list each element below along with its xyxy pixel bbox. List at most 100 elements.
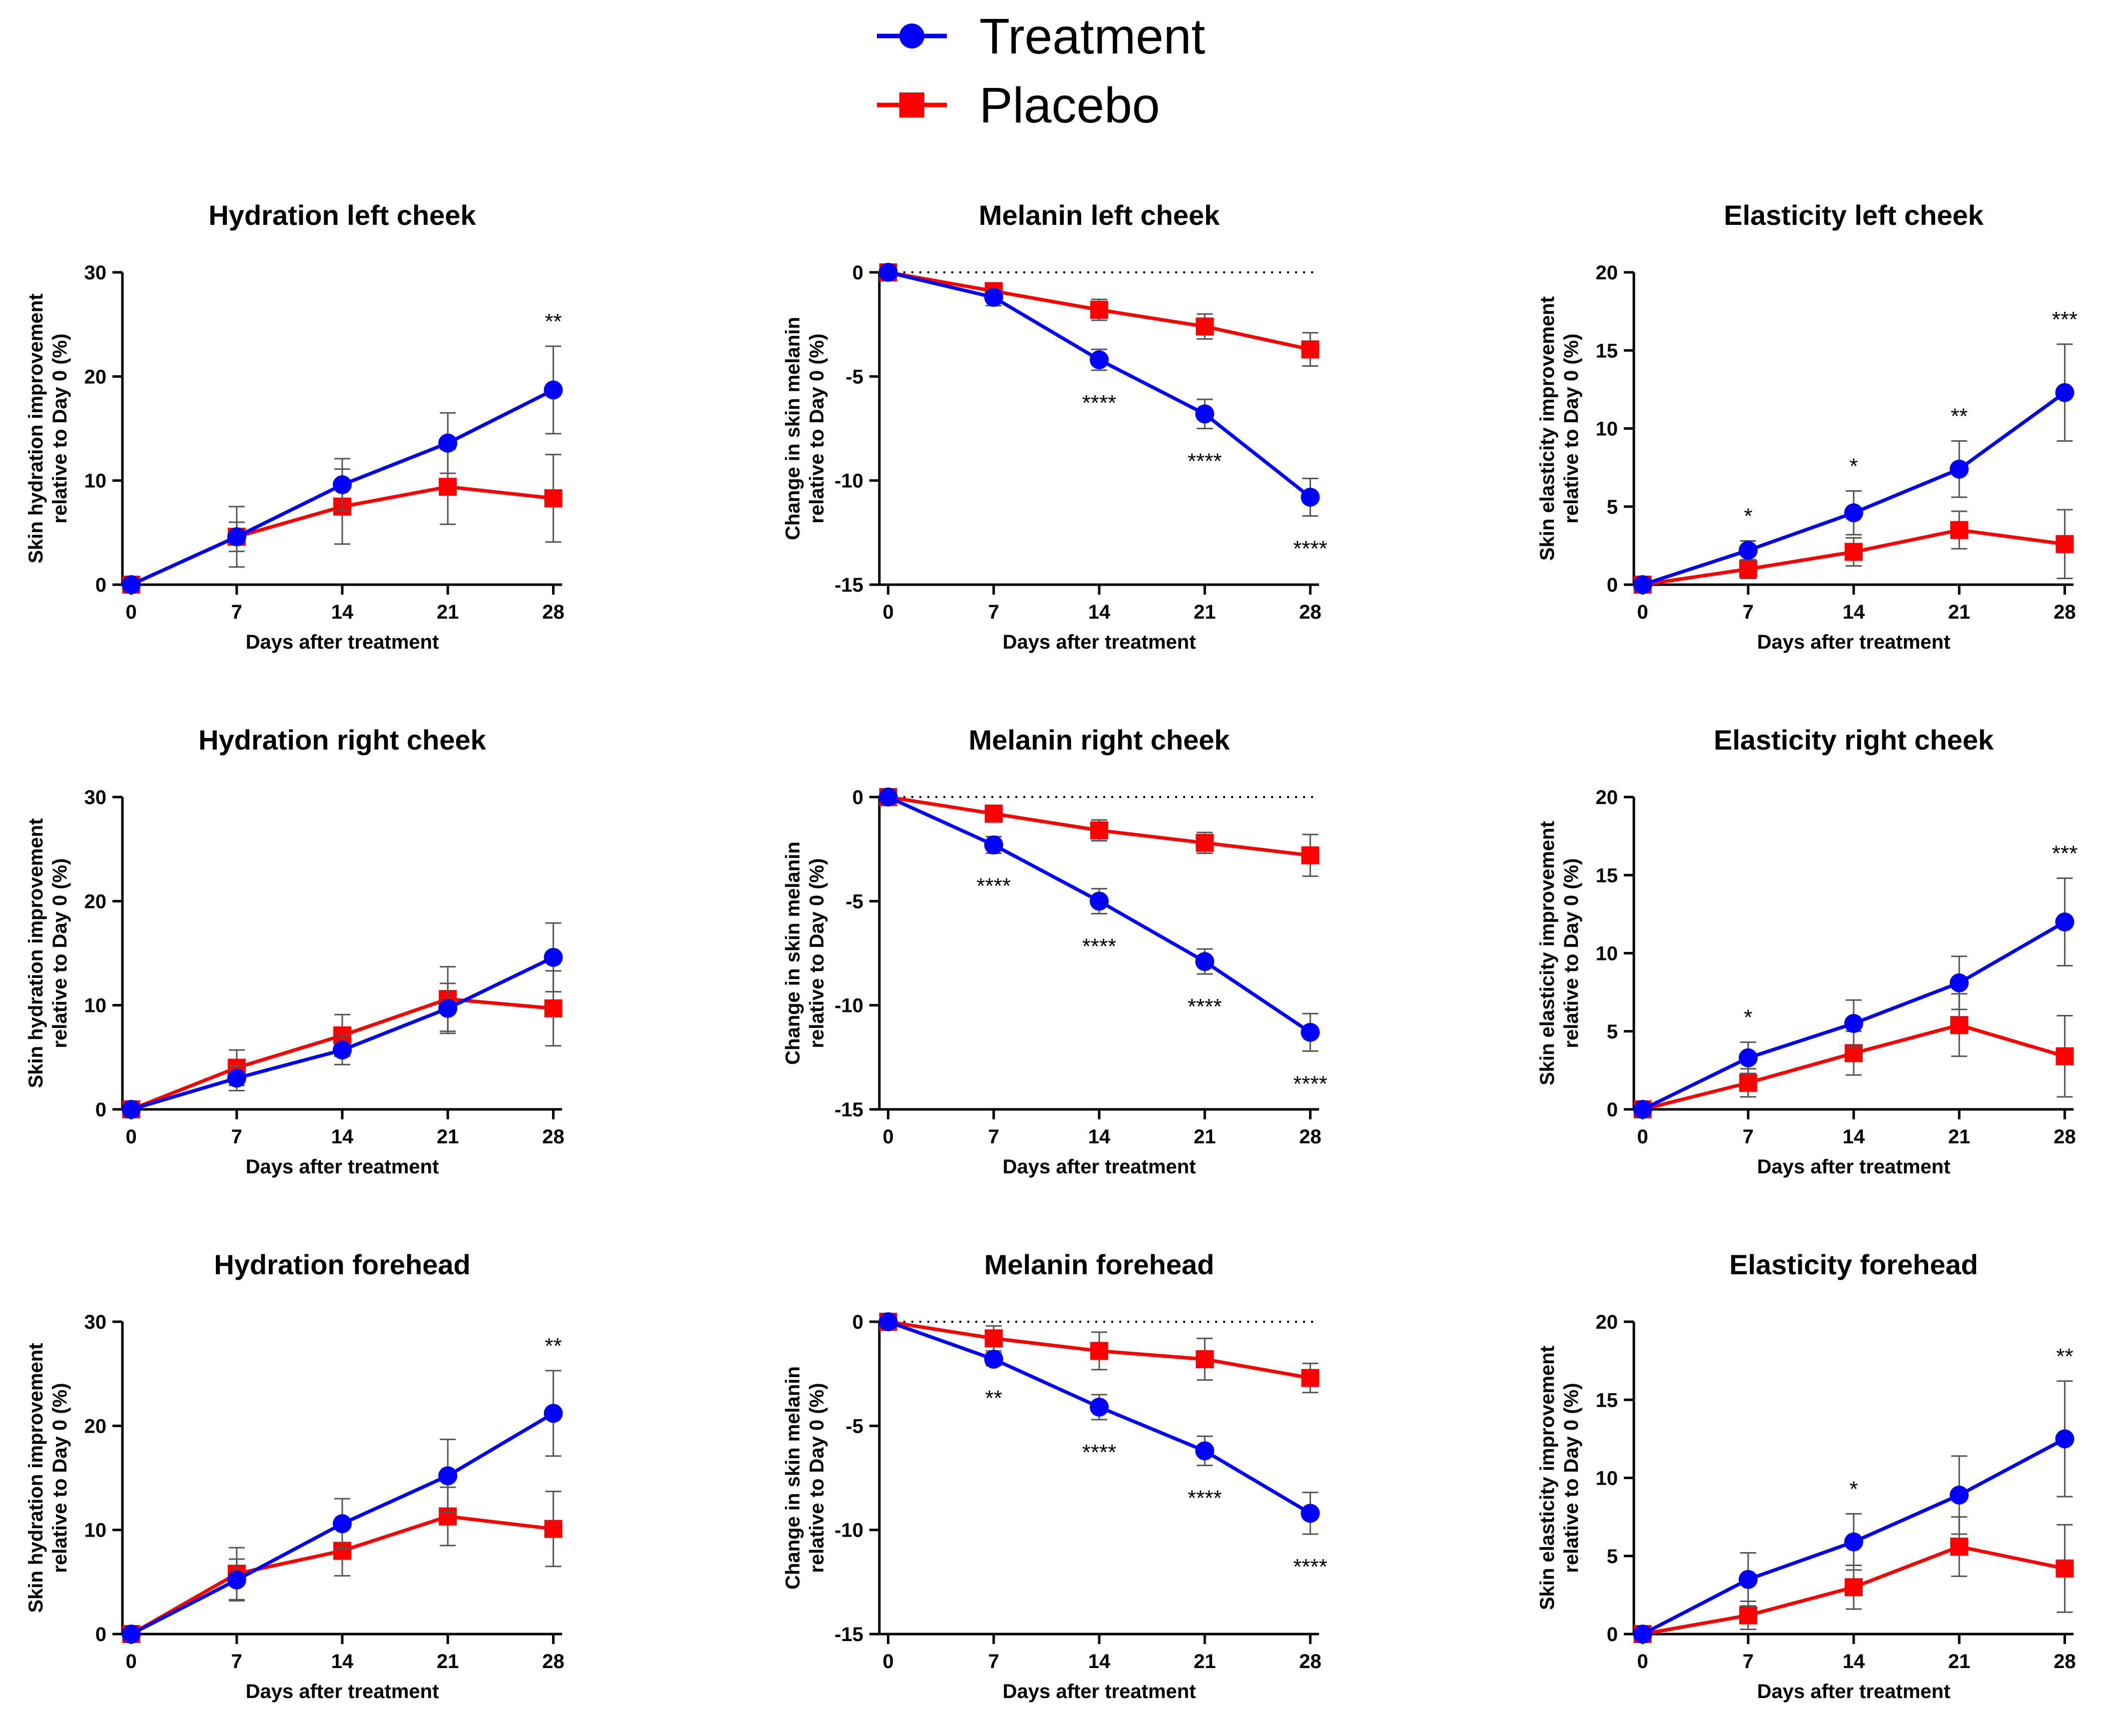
data-point-treatment <box>227 1570 246 1590</box>
y-tick-label: -15 <box>834 574 863 596</box>
y-axis-label: Change in skin melanin relative to Day 0 … <box>782 842 828 1065</box>
x-axis-label: Days after treatment <box>1003 1156 1196 1178</box>
data-point-treatment <box>1950 973 1969 992</box>
x-tick-label: 14 <box>1843 601 1865 623</box>
y-tick-label: -5 <box>845 366 863 388</box>
y-tick-label: 20 <box>84 890 107 912</box>
chart-title: Hydration left cheek <box>208 199 476 231</box>
series-treatment <box>121 1370 563 1644</box>
x-tick-label: 7 <box>988 601 999 623</box>
x-tick-label: 28 <box>1299 601 1322 623</box>
data-point-treatment <box>2055 1429 2075 1449</box>
panel-hydration-right-cheek: Hydration right cheek 0 10 20 30 0 7 14 21 28 Days… <box>25 724 565 1178</box>
x-tick-label: 28 <box>1299 1126 1322 1148</box>
data-point-treatment <box>1195 952 1215 971</box>
x-tick-label: 0 <box>882 1651 893 1673</box>
y-axis-label: Skin hydration improvement relative to Da… <box>25 293 71 563</box>
chart-title: Elasticity right cheek <box>1714 724 1994 756</box>
significance-label: **** <box>1082 391 1117 415</box>
chart-title: Hydration right cheek <box>198 724 487 756</box>
legend: Treatment Placebo <box>877 8 1205 133</box>
y-tick-label: 10 <box>1596 943 1618 965</box>
chart-title: Melanin left cheek <box>979 199 1220 231</box>
data-point-treatment <box>333 1040 352 1060</box>
panel-melanin-forehead: Melanin forehead 0 -5 -10 -15 0 7 14 21 28 Days af… <box>782 1249 1328 1703</box>
data-point-placebo <box>1739 1606 1757 1625</box>
y-axis-label-line: Change in skin melanin <box>782 317 804 540</box>
significance-label: ** <box>545 1334 562 1358</box>
significance-label: **** <box>1188 449 1222 474</box>
data-point-treatment <box>1633 575 1652 594</box>
x-tick-label: 21 <box>1194 1126 1216 1148</box>
y-axis-label: Change in skin melanin relative to Day 0 … <box>782 1366 828 1590</box>
series-treatment <box>878 263 1320 517</box>
y-tick-label: 15 <box>1596 865 1618 886</box>
chart-title: Elasticity left cheek <box>1724 199 1984 231</box>
y-tick-label: 10 <box>84 470 107 492</box>
data-point-placebo <box>1845 543 1863 561</box>
data-point-placebo <box>1196 834 1214 852</box>
x-tick-label: 0 <box>882 601 893 623</box>
series-treatment <box>121 345 563 594</box>
x-tick-label: 14 <box>331 1651 354 1673</box>
y-axis-label-line: Skin hydration improvement <box>25 818 47 1088</box>
y-tick-label: 0 <box>852 1311 863 1333</box>
data-point-placebo <box>1950 1016 1969 1034</box>
x-tick-label: 28 <box>542 601 565 623</box>
data-point-treatment <box>1844 503 1863 523</box>
y-axis-label-line: Change in skin melanin <box>782 1366 804 1590</box>
x-tick-label: 28 <box>1299 1651 1322 1673</box>
x-tick-label: 21 <box>1948 1126 1971 1148</box>
y-tick-label: 0 <box>1607 1624 1618 1646</box>
legend-treatment-marker <box>899 23 924 48</box>
x-tick-label: 21 <box>1948 601 1971 623</box>
y-tick-label: 30 <box>84 1311 107 1333</box>
significance-label: **** <box>1082 1440 1117 1465</box>
significance-label: ** <box>545 309 562 334</box>
y-axis-label-line: relative to Day 0 (%) <box>49 1383 71 1573</box>
series-treatment <box>878 788 1320 1052</box>
significance-label: * <box>1849 454 1858 479</box>
x-tick-label: 0 <box>882 1126 893 1148</box>
significance-label: * <box>1744 1005 1752 1030</box>
y-axis-label-line: relative to Day 0 (%) <box>49 858 71 1048</box>
significance-label: ** <box>985 1386 1002 1411</box>
significance-label: ** <box>1951 404 1968 429</box>
data-point-treatment <box>878 263 898 282</box>
data-point-treatment <box>333 475 352 494</box>
x-tick-label: 7 <box>1743 1126 1754 1148</box>
data-point-treatment <box>1633 1625 1652 1644</box>
data-point-placebo <box>1845 1578 1863 1597</box>
data-point-placebo <box>984 1329 1003 1348</box>
series-treatment <box>1633 343 2075 594</box>
x-tick-label: 7 <box>1743 601 1754 623</box>
data-point-placebo <box>1739 1073 1757 1092</box>
data-point-treatment <box>1195 1441 1215 1461</box>
significance-label: **** <box>1293 1555 1328 1579</box>
significance-label: **** <box>1188 1486 1222 1511</box>
data-point-placebo <box>1739 560 1757 578</box>
data-point-placebo <box>544 489 563 508</box>
y-tick-label: 20 <box>84 366 107 388</box>
data-point-placebo <box>1090 1342 1108 1360</box>
legend-treatment-label: Treatment <box>979 8 1205 64</box>
x-tick-label: 14 <box>331 601 354 623</box>
significance-label: **** <box>977 874 1011 898</box>
data-point-treatment <box>438 433 458 453</box>
x-tick-label: 0 <box>125 1651 136 1673</box>
y-tick-label: 5 <box>1607 1021 1618 1043</box>
data-point-treatment <box>1738 541 1758 560</box>
data-point-placebo <box>1090 821 1108 840</box>
data-point-placebo <box>439 478 457 496</box>
y-tick-label: 0 <box>1607 574 1618 596</box>
y-tick-label: 10 <box>1596 1468 1618 1490</box>
x-tick-label: 14 <box>1088 1651 1111 1673</box>
y-tick-label: 0 <box>95 1099 106 1121</box>
data-point-placebo <box>1301 846 1320 865</box>
x-tick-label: 0 <box>1637 1126 1648 1148</box>
panel-hydration-left-cheek: Hydration left cheek 0 10 20 30 0 7 14 21 28 Days … <box>25 199 565 653</box>
data-point-treatment <box>1195 404 1215 424</box>
x-tick-label: 28 <box>2054 1126 2076 1148</box>
panel-elasticity-forehead: Elasticity forehead 0 5 10 15 20 0 7 14 21 28 Days … <box>1536 1249 2076 1703</box>
x-tick-label: 7 <box>231 1126 242 1148</box>
